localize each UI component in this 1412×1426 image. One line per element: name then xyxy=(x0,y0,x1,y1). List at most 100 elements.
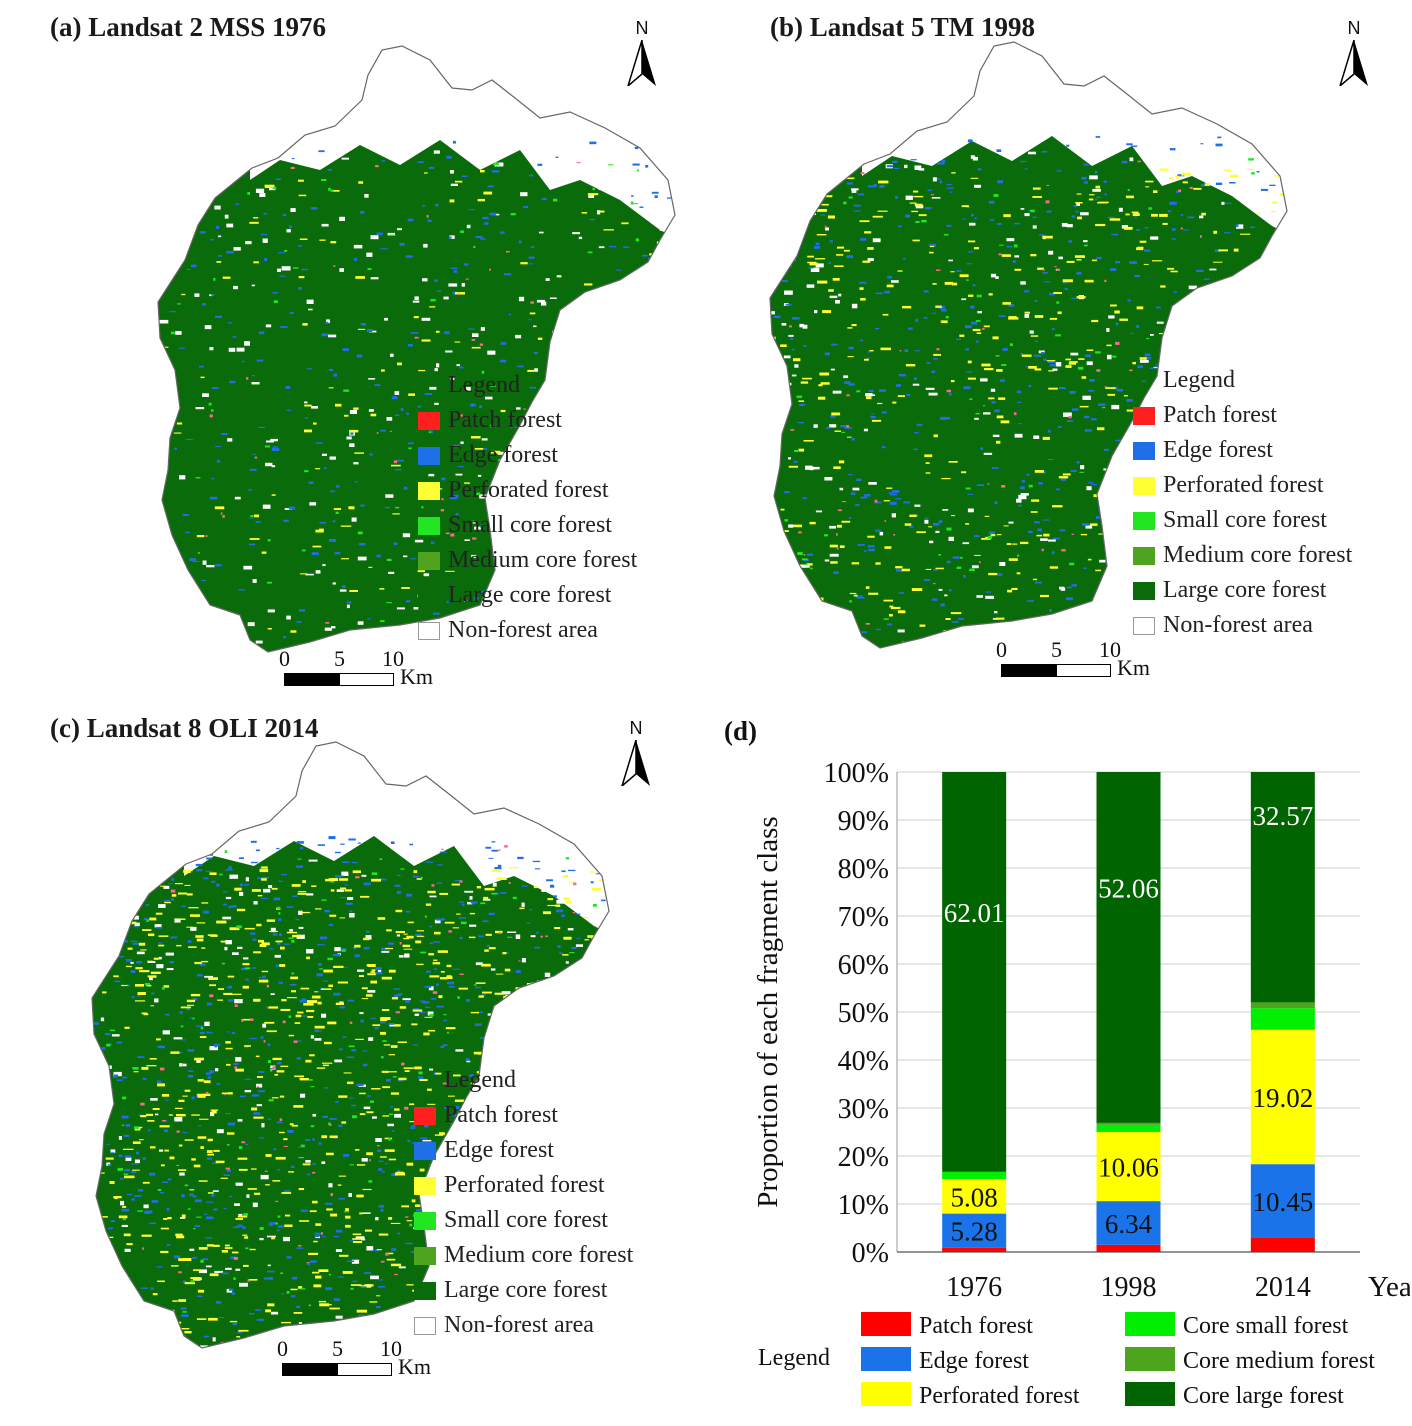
legend-item: Large core forest xyxy=(418,578,637,613)
fragment-pixel xyxy=(140,1115,147,1118)
fragment-pixel xyxy=(914,203,923,207)
fragment-pixel xyxy=(408,393,415,396)
fragment-pixel xyxy=(180,1025,184,1028)
fragment-pixel xyxy=(1121,633,1126,636)
fragment-pixel xyxy=(349,1097,354,1099)
fragment-pixel xyxy=(633,1207,636,1210)
fragment-pixel xyxy=(1258,308,1264,312)
fragment-pixel xyxy=(466,999,470,1002)
fragment-pixel xyxy=(371,878,381,882)
fragment-pixel xyxy=(988,572,998,576)
fragment-pixel xyxy=(390,353,394,357)
fragment-pixel xyxy=(1104,193,1107,196)
fragment-pixel xyxy=(975,320,981,322)
fragment-pixel xyxy=(367,618,371,620)
fragment-pixel xyxy=(1137,365,1143,369)
fragment-pixel xyxy=(579,1354,583,1357)
fragment-pixel xyxy=(567,928,574,931)
fragment-pixel xyxy=(265,462,273,467)
fragment-pixel xyxy=(1054,622,1065,625)
fragment-pixel xyxy=(357,621,364,625)
bar-segment xyxy=(1096,1201,1161,1245)
fragment-pixel xyxy=(1169,148,1176,151)
fragment-pixel xyxy=(132,942,140,945)
fragment-pixel xyxy=(309,1210,317,1213)
fragment-pixel xyxy=(1032,216,1037,218)
fragment-pixel xyxy=(1269,245,1274,248)
fragment-pixel xyxy=(342,861,350,863)
fragment-pixel xyxy=(1318,654,1325,656)
fragment-pixel xyxy=(606,856,609,858)
fragment-pixel xyxy=(249,543,256,546)
fragment-pixel xyxy=(347,1081,354,1085)
fragment-pixel xyxy=(170,1051,180,1054)
fragment-pixel xyxy=(398,1077,407,1081)
fragment-pixel xyxy=(135,984,144,987)
fragment-pixel xyxy=(1188,299,1193,303)
fragment-pixel xyxy=(955,338,961,340)
fragment-pixel xyxy=(900,654,905,657)
fragment-pixel xyxy=(107,841,115,844)
fragment-pixel xyxy=(1003,525,1009,527)
fragment-pixel xyxy=(938,554,941,556)
fragment-pixel xyxy=(1307,240,1311,242)
fragment-pixel xyxy=(569,1351,579,1353)
fragment-pixel xyxy=(375,165,379,168)
fragment-pixel xyxy=(293,1040,298,1043)
fragment-pixel xyxy=(626,991,631,994)
legend-swatch xyxy=(414,1281,436,1300)
fragment-pixel xyxy=(452,291,458,295)
fragment-pixel xyxy=(159,1125,170,1128)
fragment-pixel xyxy=(147,961,156,963)
fragment-pixel xyxy=(267,628,272,630)
fragment-pixel xyxy=(301,268,309,271)
fragment-pixel xyxy=(621,953,628,955)
fragment-pixel xyxy=(422,1139,432,1142)
fragment-pixel xyxy=(1187,216,1195,219)
legend-swatch xyxy=(1133,616,1155,635)
fragment-pixel xyxy=(814,258,826,260)
fragment-pixel xyxy=(386,929,392,932)
fragment-pixel xyxy=(517,365,524,368)
fragment-pixel xyxy=(222,515,225,518)
fragment-pixel xyxy=(371,1088,381,1090)
fragment-pixel xyxy=(212,1337,216,1342)
fragment-pixel xyxy=(187,1004,195,1006)
fragment-pixel xyxy=(352,870,361,874)
fragment-pixel xyxy=(223,1174,230,1176)
fragment-pixel xyxy=(443,1014,447,1016)
fragment-pixel xyxy=(633,957,641,959)
fragment-pixel xyxy=(491,892,497,895)
fragment-pixel xyxy=(1060,587,1066,591)
fragment-pixel xyxy=(1012,260,1017,263)
map-panel-a: (a) Landsat 2 MSS 1976 N Legend Patch fo… xyxy=(0,0,700,700)
fragment-pixel xyxy=(1042,268,1045,271)
fragment-pixel xyxy=(354,1149,360,1151)
fragment-pixel xyxy=(289,1123,294,1126)
fragment-pixel xyxy=(452,968,460,970)
fragment-pixel xyxy=(488,857,494,859)
fragment-pixel xyxy=(160,1191,165,1194)
fragment-pixel xyxy=(814,246,821,249)
fragment-pixel xyxy=(371,872,378,875)
fragment-pixel xyxy=(877,210,888,212)
fragment-pixel xyxy=(270,438,278,442)
fragment-pixel xyxy=(279,1095,285,1098)
fragment-pixel xyxy=(483,896,489,900)
fragment-pixel xyxy=(495,1013,500,1016)
north-arrow-label: N xyxy=(635,18,649,38)
fragment-pixel xyxy=(938,520,943,523)
fragment-pixel xyxy=(1240,233,1251,235)
fragment-pixel xyxy=(311,885,317,887)
fragment-pixel xyxy=(586,864,591,868)
fragment-pixel xyxy=(851,562,860,565)
fragment-pixel xyxy=(393,1076,397,1078)
fragment-pixel xyxy=(206,565,215,568)
fragment-pixel xyxy=(380,1031,386,1035)
fragment-pixel xyxy=(1096,369,1101,372)
fragment-pixel xyxy=(1033,354,1041,357)
fragment-pixel xyxy=(469,1074,474,1077)
fragment-pixel xyxy=(273,1148,277,1151)
fragment-pixel xyxy=(270,1069,273,1072)
fragment-pixel xyxy=(1256,171,1260,173)
